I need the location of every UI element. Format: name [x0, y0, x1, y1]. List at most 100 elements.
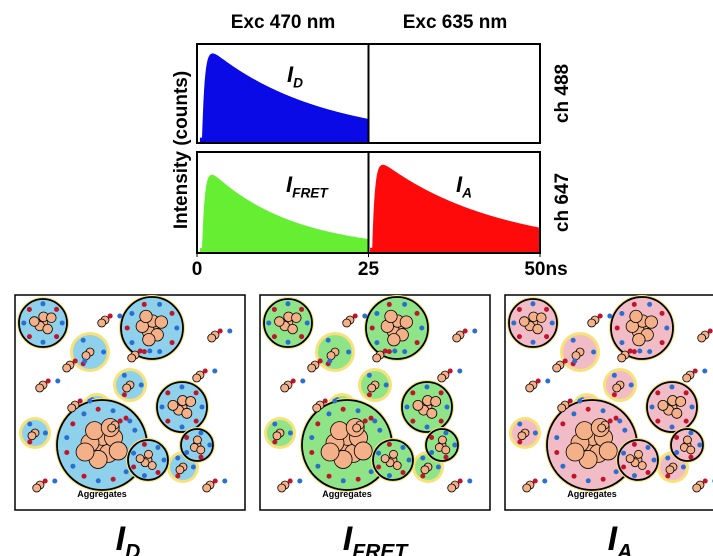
dye: [708, 329, 713, 334]
dye: [684, 390, 689, 395]
dye: [563, 359, 568, 364]
dye: [341, 478, 346, 483]
dye: [660, 311, 665, 316]
dye: [27, 307, 32, 312]
particle: [36, 384, 44, 392]
particle: [136, 455, 144, 463]
dye: [632, 302, 637, 307]
particle: [638, 462, 646, 470]
dye: [323, 399, 328, 404]
dye: [652, 458, 657, 463]
dye: [272, 422, 277, 427]
particle: [613, 384, 621, 392]
x-tick-label: 50ns: [524, 259, 567, 280]
dye: [619, 311, 624, 316]
dye: [64, 450, 69, 455]
dye: [402, 302, 407, 307]
dye: [21, 321, 26, 326]
particle: [197, 446, 205, 454]
dye: [198, 455, 203, 460]
dye: [457, 369, 462, 374]
dye: [203, 369, 208, 374]
dye: [684, 419, 689, 424]
particle: [448, 484, 456, 492]
particle: [281, 384, 289, 392]
particle: [672, 408, 682, 418]
dye: [370, 326, 375, 331]
schematics: AggregatesIDAggregatesIFRETAggregatesIA: [15, 295, 713, 556]
particle: [343, 319, 351, 327]
dye: [660, 340, 665, 345]
dye: [601, 408, 606, 413]
dye: [78, 399, 83, 404]
dye: [157, 302, 162, 307]
particle: [453, 334, 461, 342]
dye: [655, 419, 660, 424]
dye: [544, 334, 549, 339]
intensity-label: ID: [287, 62, 303, 91]
dye: [612, 373, 617, 378]
dye: [703, 479, 708, 484]
dye: [665, 456, 670, 461]
dye: [664, 326, 669, 331]
dye: [632, 473, 637, 478]
dye: [52, 479, 57, 484]
dye: [362, 314, 367, 319]
particle: [634, 450, 642, 458]
label-sub: A: [616, 541, 632, 556]
particle: [438, 436, 446, 444]
dye: [207, 443, 212, 448]
particle: [388, 333, 400, 345]
dye: [184, 435, 189, 440]
particle: [526, 384, 534, 392]
dye: [517, 422, 522, 427]
dye: [655, 390, 660, 395]
dye: [621, 451, 626, 456]
dye: [607, 314, 612, 319]
particle: [108, 424, 116, 432]
row-label: ch 488: [552, 64, 573, 123]
particle: [353, 424, 361, 432]
dye: [697, 443, 702, 448]
dye: [96, 407, 101, 412]
dye: [353, 314, 358, 319]
intensity-label: ID: [116, 520, 141, 556]
dye: [87, 399, 92, 404]
dye: [586, 407, 591, 412]
dye: [448, 369, 453, 374]
dye: [285, 301, 290, 306]
dye: [452, 443, 457, 448]
particle: [331, 422, 349, 440]
particle: [182, 408, 192, 418]
dye: [40, 301, 45, 306]
dye: [415, 340, 420, 345]
schematic-panel: Aggregates: [15, 295, 245, 510]
intensity-label: IA: [608, 520, 633, 556]
dye: [27, 334, 32, 339]
dye: [383, 349, 388, 354]
particle: [68, 404, 76, 412]
dye: [165, 419, 170, 424]
particle: [47, 313, 57, 323]
particle: [693, 484, 701, 492]
dye: [517, 334, 522, 339]
dye: [142, 442, 147, 447]
dye: [155, 445, 160, 450]
dye: [407, 458, 412, 463]
dye: [669, 385, 674, 390]
dye: [82, 474, 87, 479]
dye: [367, 392, 372, 397]
dye: [387, 302, 392, 307]
dye: [400, 470, 405, 475]
dye: [571, 338, 576, 343]
dye: [341, 407, 346, 412]
dye: [288, 431, 293, 436]
particle: [354, 442, 372, 460]
dye: [410, 419, 415, 424]
dye: [326, 338, 331, 343]
particle: [442, 446, 450, 454]
particle: [599, 442, 617, 460]
dye: [118, 419, 123, 424]
particle: [676, 396, 686, 406]
